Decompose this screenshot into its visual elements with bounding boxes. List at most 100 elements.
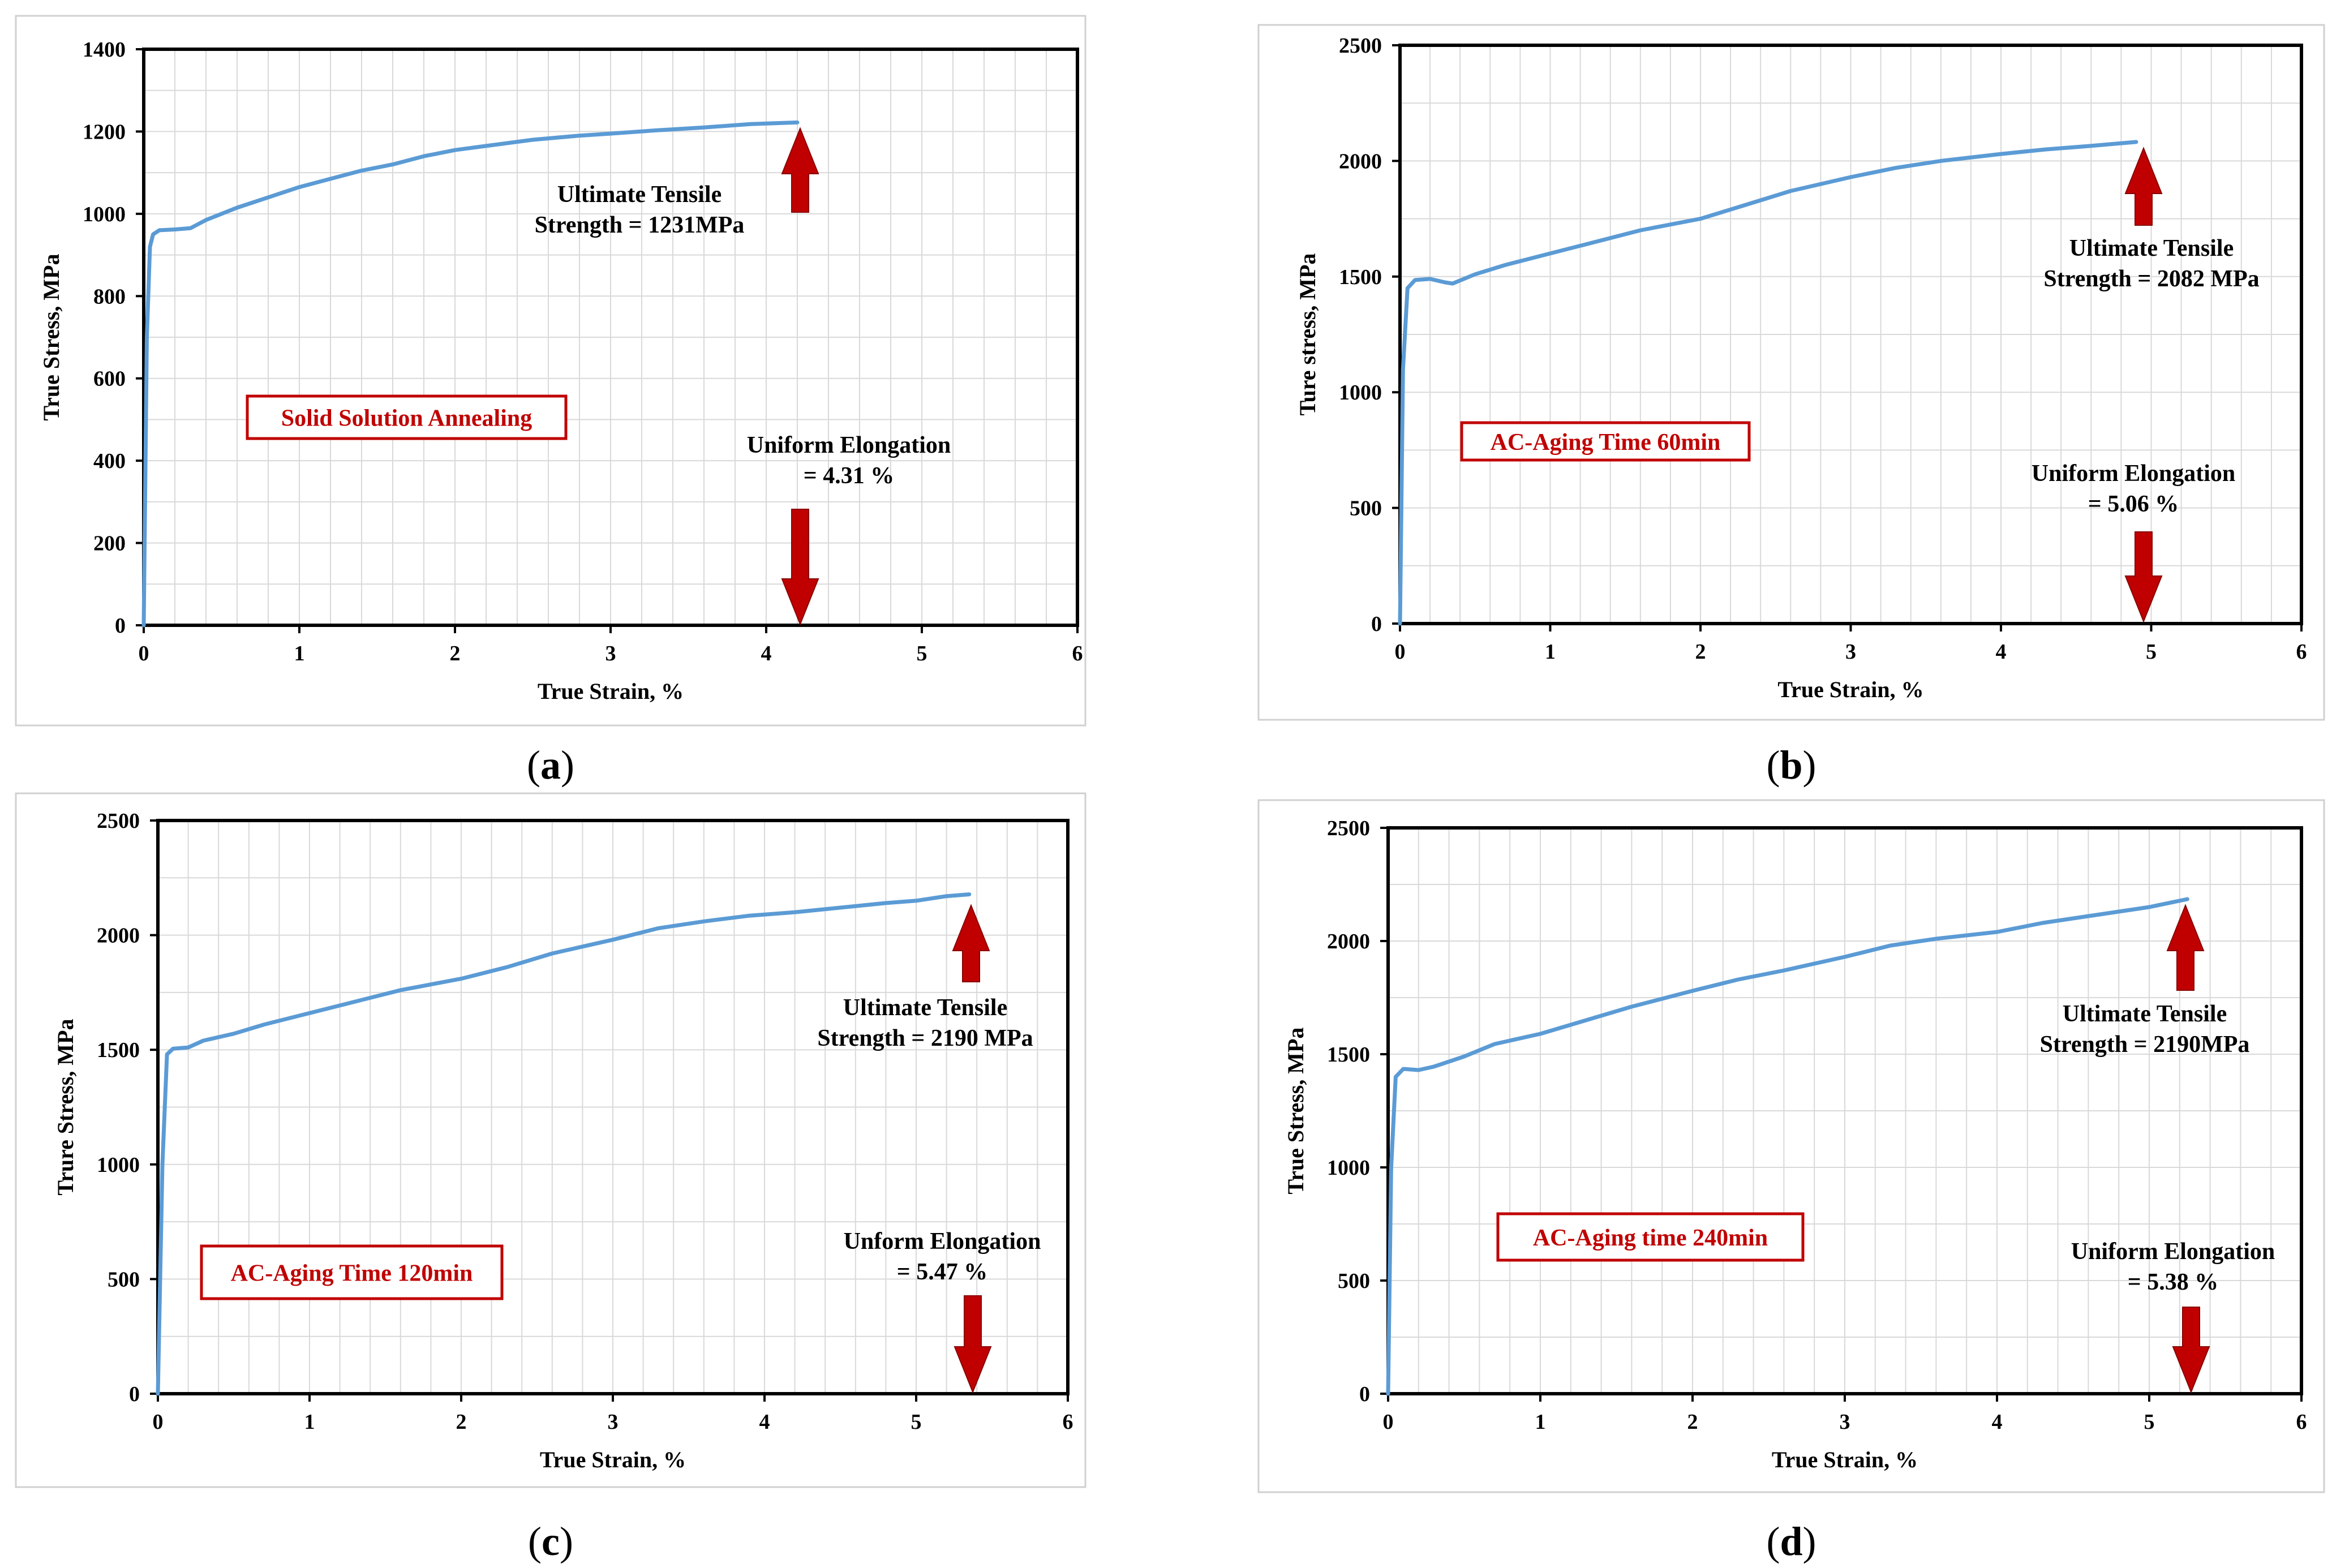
condition-label: AC-Aging Time 120min <box>231 1261 473 1287</box>
chart-panel-b: 0 1 2 3 4 5 6 0 500 1000 1500 2000 2500 True Strain, … <box>1257 24 2325 721</box>
grid <box>158 820 1068 1394</box>
panel-caption-b: (b) <box>1766 742 1816 788</box>
y-tick-label: 0 <box>1359 1382 1370 1406</box>
y-tick-label: 0 <box>115 614 126 638</box>
y-tick-label: 0 <box>1371 612 1382 636</box>
x-tick-label: 0 <box>1383 1410 1394 1434</box>
uts-arrow-up <box>2166 904 2205 991</box>
x-tick-label: 2 <box>1687 1410 1698 1434</box>
y-axis-title: Ture stress, MPa <box>1295 253 1320 415</box>
x-tick-label: 3 <box>1840 1410 1850 1434</box>
panel-frame <box>1257 24 2325 721</box>
chart-panel-a: 0 1 2 3 4 5 6 0 200 400 600 800 1000 1200 1400 True Str… <box>15 15 1086 727</box>
y-tick-label: 1500 <box>1327 1043 1370 1067</box>
stress-strain-curve <box>141 120 800 628</box>
uts-arrow-up <box>952 904 990 982</box>
uts-annotation-line1: Ultimate Tensile <box>843 995 1008 1021</box>
elongation-annotation-line1: Unform Elongation <box>844 1228 1041 1255</box>
y-tick-label: 2000 <box>97 924 140 948</box>
y-tick-label: 400 <box>93 449 126 473</box>
y-tick-label: 1400 <box>83 38 126 62</box>
x-tick-label: 3 <box>1845 640 1856 664</box>
panel-frame <box>15 792 1086 1488</box>
uts-annotation-line1: Ultimate Tensile <box>2069 235 2234 261</box>
y-tick-label: 500 <box>1350 497 1382 521</box>
y-tick-label: 2500 <box>97 809 140 833</box>
x-tick-label: 2 <box>456 1410 467 1434</box>
x-tick-label: 6 <box>1063 1410 1073 1434</box>
y-tick-label: 1000 <box>83 203 126 226</box>
x-axis-title: True Strain, % <box>1772 1447 1918 1472</box>
uts-annotation-line1: Ultimate Tensile <box>557 182 722 208</box>
condition-label: Solid Solution Annealing <box>281 406 532 432</box>
y-tick-label: 200 <box>93 532 126 556</box>
x-tick-label: 6 <box>2296 1410 2307 1434</box>
condition-label: AC-Aging time 240min <box>1533 1225 1768 1251</box>
y-tick-label: 1200 <box>83 120 126 144</box>
panel-caption-a: (a) <box>527 742 574 788</box>
condition-label-box <box>1496 1212 1805 1262</box>
x-tick-label: 1 <box>1545 640 1556 664</box>
elongation-annotation-line2: = 5.38 % <box>2128 1269 2218 1295</box>
condition-label-box <box>246 394 568 440</box>
x-tick-label: 4 <box>759 1410 770 1434</box>
uts-annotation-line2: Strength = 2082 MPa <box>2043 266 2259 292</box>
y-tick-label: 0 <box>129 1382 140 1406</box>
y-tick-label: 500 <box>108 1268 140 1291</box>
chart-panel-c: 0 1 2 3 4 5 6 0 500 1000 1500 2000 2500 True Strain, … <box>15 792 1086 1488</box>
x-tick-label: 3 <box>608 1410 619 1434</box>
stress-strain-curve <box>156 892 972 1396</box>
elongation-annotation-line1: Uniform Elongation <box>2032 461 2236 487</box>
uts-annotation-line2: Strength = 2190MPa <box>2040 1032 2250 1058</box>
uts-annotation-line2: Strength = 1231MPa <box>535 212 745 238</box>
x-tick-label: 4 <box>1996 640 2007 664</box>
x-tick-label: 0 <box>1395 640 1406 664</box>
x-tick-label: 1 <box>294 642 305 665</box>
x-axis-title: True Strain, % <box>540 1447 686 1472</box>
panel-caption-d: (d) <box>1766 1519 1816 1564</box>
stress-strain-curve <box>1398 140 2138 626</box>
y-axis-title: True Stress, MPa <box>1283 1027 1308 1194</box>
y-tick-label: 1000 <box>1327 1156 1370 1180</box>
panel-frame <box>1257 799 2325 1493</box>
elongation-arrow-down <box>2124 531 2163 623</box>
y-axis-title: True Stress, MPa <box>38 254 64 420</box>
x-tick-label: 4 <box>1992 1410 2003 1434</box>
y-tick-label: 1000 <box>97 1153 140 1177</box>
elongation-annotation-line2: = 5.06 % <box>2088 491 2179 517</box>
y-axis-title: Trure Stress, MPa <box>53 1019 78 1195</box>
elongation-arrow-down <box>2172 1307 2210 1394</box>
x-tick-label: 0 <box>153 1410 164 1434</box>
condition-label-box <box>200 1244 504 1300</box>
x-tick-label: 5 <box>911 1410 922 1434</box>
grid <box>144 49 1077 625</box>
uts-arrow-up <box>781 127 819 213</box>
chart-panel-d: 0 1 2 3 4 5 6 0 500 1000 1500 2000 2500 True Strain, … <box>1257 799 2325 1493</box>
x-tick-label: 6 <box>1072 642 1083 665</box>
condition-label: AC-Aging Time 60min <box>1491 429 1721 456</box>
x-tick-label: 5 <box>917 642 927 665</box>
elongation-annotation-line1: Uniform Elongation <box>747 432 951 458</box>
y-tick-label: 500 <box>1338 1269 1370 1293</box>
grid <box>1400 45 2301 624</box>
panel-caption-c: (c) <box>528 1519 573 1564</box>
y-tick-label: 2500 <box>1327 817 1370 840</box>
x-tick-label: 5 <box>2144 1410 2155 1434</box>
elongation-annotation-line2: = 5.47 % <box>897 1259 987 1285</box>
x-tick-label: 1 <box>304 1410 315 1434</box>
y-tick-label: 800 <box>93 285 126 308</box>
y-tick-label: 1000 <box>1339 381 1382 405</box>
uts-annotation-line1: Ultimate Tensile <box>2063 1001 2227 1027</box>
elongation-arrow-down <box>781 509 819 626</box>
panel-frame <box>15 15 1086 727</box>
x-tick-label: 2 <box>1695 640 1706 664</box>
y-tick-label: 1500 <box>1339 265 1382 289</box>
y-tick-label: 600 <box>93 367 126 391</box>
condition-label-box <box>1460 421 1751 462</box>
elongation-annotation-line1: Uniform Elongation <box>2071 1239 2275 1265</box>
x-tick-label: 1 <box>1535 1410 1546 1434</box>
y-tick-label: 2000 <box>1339 149 1382 173</box>
x-tick-label: 4 <box>761 642 772 665</box>
uts-arrow-up <box>2124 147 2163 226</box>
x-axis-title: True Strain, % <box>538 678 684 704</box>
